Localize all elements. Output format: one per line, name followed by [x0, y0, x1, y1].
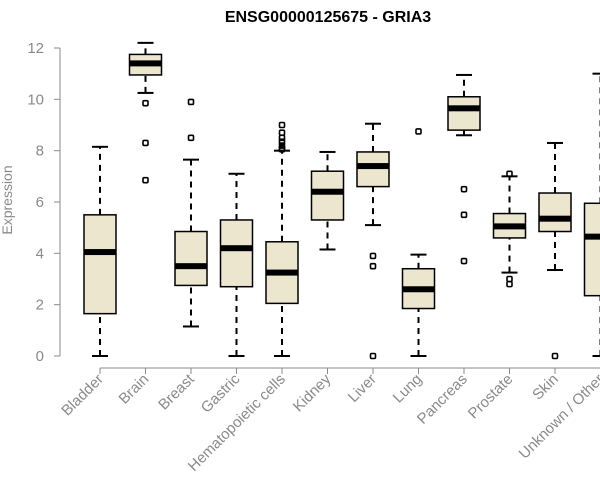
- box-group: [128, 41, 163, 184]
- outlier-point: [506, 280, 513, 288]
- box-iqr: [583, 202, 600, 297]
- box-group: [310, 150, 345, 251]
- box-group: [83, 145, 117, 357]
- box-median: [129, 60, 162, 67]
- y-tick-label: 6: [36, 194, 44, 211]
- x-tick-label: Lung: [390, 371, 426, 407]
- x-tick-label: Liver: [345, 371, 380, 406]
- box-group: [219, 172, 254, 357]
- outlier-point: [460, 257, 468, 265]
- box-iqr: [447, 96, 481, 131]
- box-median: [539, 215, 571, 222]
- box-group: [174, 98, 208, 328]
- outlier-point: [278, 134, 286, 142]
- box-iqr: [83, 214, 117, 315]
- x-tick-label: Pancreas: [414, 371, 471, 428]
- x-tick-label: Brain: [116, 371, 153, 408]
- outlier-point: [142, 139, 149, 147]
- box-iqr: [174, 230, 208, 287]
- chart-title: ENSG00000125675 - GRIA3: [225, 9, 431, 26]
- box-iqr: [356, 151, 390, 188]
- y-tick-label: 4: [36, 245, 44, 262]
- outlier-point: [460, 211, 468, 219]
- outlier-point: [506, 170, 513, 178]
- box-group: [492, 170, 527, 288]
- box-group: [538, 141, 572, 360]
- box-iqr: [538, 192, 572, 233]
- box-median: [493, 223, 526, 230]
- outlier-point: [506, 275, 513, 283]
- outlier-point: [278, 129, 286, 136]
- outlier-point: [142, 176, 149, 184]
- x-tick-label: Breast: [155, 370, 198, 413]
- y-tick-label: 8: [36, 143, 44, 160]
- outlier-point: [369, 352, 377, 360]
- box-median: [220, 245, 253, 252]
- box-series: [83, 41, 600, 360]
- x-tick-label: Prostate: [465, 371, 517, 423]
- outlier-point: [278, 146, 286, 153]
- box-group: [447, 73, 481, 265]
- outlier-point: [415, 128, 422, 135]
- outlier-point: [551, 352, 559, 360]
- x-tick-label: Skin: [529, 371, 562, 404]
- y-tick-label: 12: [27, 40, 44, 57]
- box-median: [448, 105, 480, 112]
- outlier-point: [278, 138, 286, 145]
- x-tick-label: Kidney: [290, 370, 335, 415]
- outlier-point: [187, 98, 195, 106]
- y-axis: 0 2 4 6 8 10 12: [27, 40, 61, 365]
- outlier-point: [142, 99, 149, 107]
- outlier-point: [187, 134, 195, 142]
- box-median: [311, 188, 344, 195]
- box-group: [265, 121, 299, 357]
- outlier-point: [369, 252, 377, 260]
- box-median: [357, 163, 389, 170]
- x-tick-label: Bladder: [58, 371, 107, 420]
- box-median: [84, 249, 116, 256]
- box-iqr: [219, 219, 254, 288]
- outlier-point: [278, 121, 286, 129]
- box-group: [356, 122, 390, 360]
- outlier-point: [369, 262, 377, 270]
- box-iqr: [310, 170, 345, 221]
- y-tick-label: 10: [27, 91, 44, 108]
- box-median: [175, 263, 207, 270]
- outlier-point: [460, 185, 468, 193]
- box-median: [584, 233, 600, 240]
- y-tick-label: 2: [36, 297, 44, 314]
- box-group: [401, 128, 436, 357]
- box-median: [402, 286, 435, 293]
- box-median: [266, 269, 298, 276]
- box-group: [583, 72, 600, 357]
- y-axis-label: Expression: [0, 165, 15, 234]
- y-tick-label: 0: [36, 348, 44, 365]
